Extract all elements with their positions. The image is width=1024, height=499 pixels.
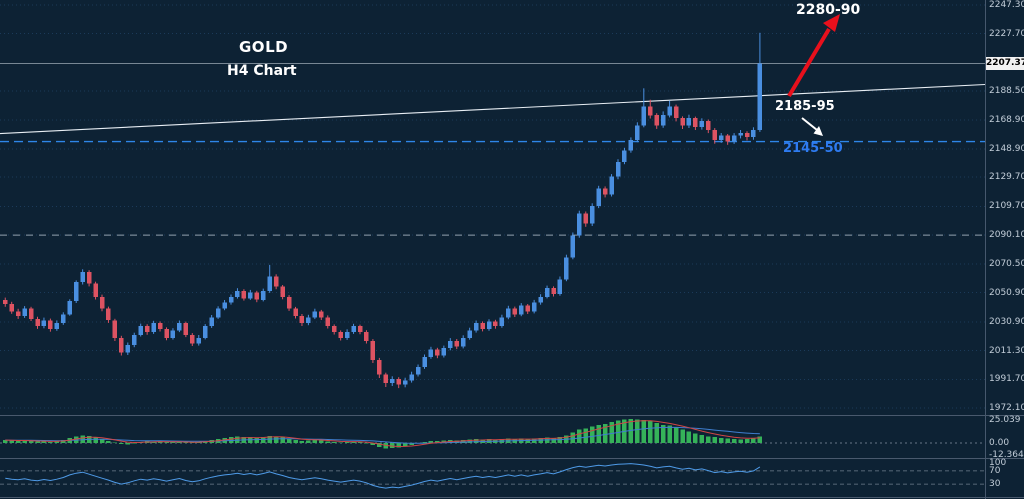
- candlesticks: [3, 32, 763, 389]
- current-price-tag: 2207.37: [986, 57, 1024, 70]
- macd-axis-label: -12.364: [989, 449, 1024, 460]
- price-axis-label: 2030.90: [989, 316, 1024, 327]
- symbol-title: GOLD: [239, 38, 289, 56]
- panel-separator: [0, 497, 1024, 498]
- price-axis-label: 2168.90: [989, 114, 1024, 125]
- price-axis-label: 2050.90: [989, 287, 1024, 298]
- panel-separator: [0, 415, 1024, 416]
- price-axis-label: 2109.70: [989, 201, 1024, 212]
- price-axis-label: 2011.30: [989, 345, 1024, 356]
- target-zone-label: 2280-90: [796, 2, 861, 18]
- price-axis-label: 2227.70: [989, 28, 1024, 39]
- price-axis-label: 2148.90: [989, 144, 1024, 155]
- macd-main-line: [5, 426, 760, 444]
- price-axis-label: 1972.10: [989, 402, 1024, 413]
- oscillator-line: [5, 463, 761, 489]
- price-axis[interactable]: 2247.30 2227.70 2188.50 2168.90 2148.90 2129.…: [986, 0, 1024, 415]
- osc-axis-label: 30: [989, 479, 1001, 490]
- price-axis-label: 2247.30: [989, 0, 1024, 10]
- macd-signal-line: [5, 420, 760, 448]
- price-gridlines: [0, 4, 985, 409]
- main-price-chart[interactable]: [0, 0, 985, 415]
- osc-axis-label: 70: [989, 465, 1001, 476]
- macd-histogram: [3, 419, 763, 449]
- support-zone-label: 2145-50: [783, 141, 843, 156]
- macd-axis: 25.039 0.00 -12.364: [986, 415, 1024, 460]
- timeframe-title: H4 Chart: [227, 63, 297, 79]
- macd-axis-label: 25.039: [989, 415, 1021, 425]
- macd-axis-label: 0.00: [989, 438, 1010, 448]
- pullback-arrow: [801, 117, 823, 136]
- bullish-projection-arrow: [787, 14, 840, 98]
- osc-axis-label: 100: [989, 458, 1007, 468]
- price-axis-label: 2070.50: [989, 258, 1024, 269]
- panel-separator: [0, 458, 1024, 459]
- resistance-zone-label: 2185-95: [775, 99, 835, 114]
- oscillator-axis: 100 70 30: [986, 458, 1024, 497]
- macd-panel[interactable]: [0, 416, 985, 458]
- ascending-trendline[interactable]: [0, 83, 985, 135]
- axis-divider: [985, 0, 986, 499]
- oscillator-panel[interactable]: [0, 459, 985, 497]
- price-axis-label: 2129.70: [989, 172, 1024, 183]
- price-axis-label: 1991.70: [989, 374, 1024, 385]
- price-axis-label: 2188.50: [989, 86, 1024, 97]
- price-axis-label: 2090.10: [989, 230, 1024, 241]
